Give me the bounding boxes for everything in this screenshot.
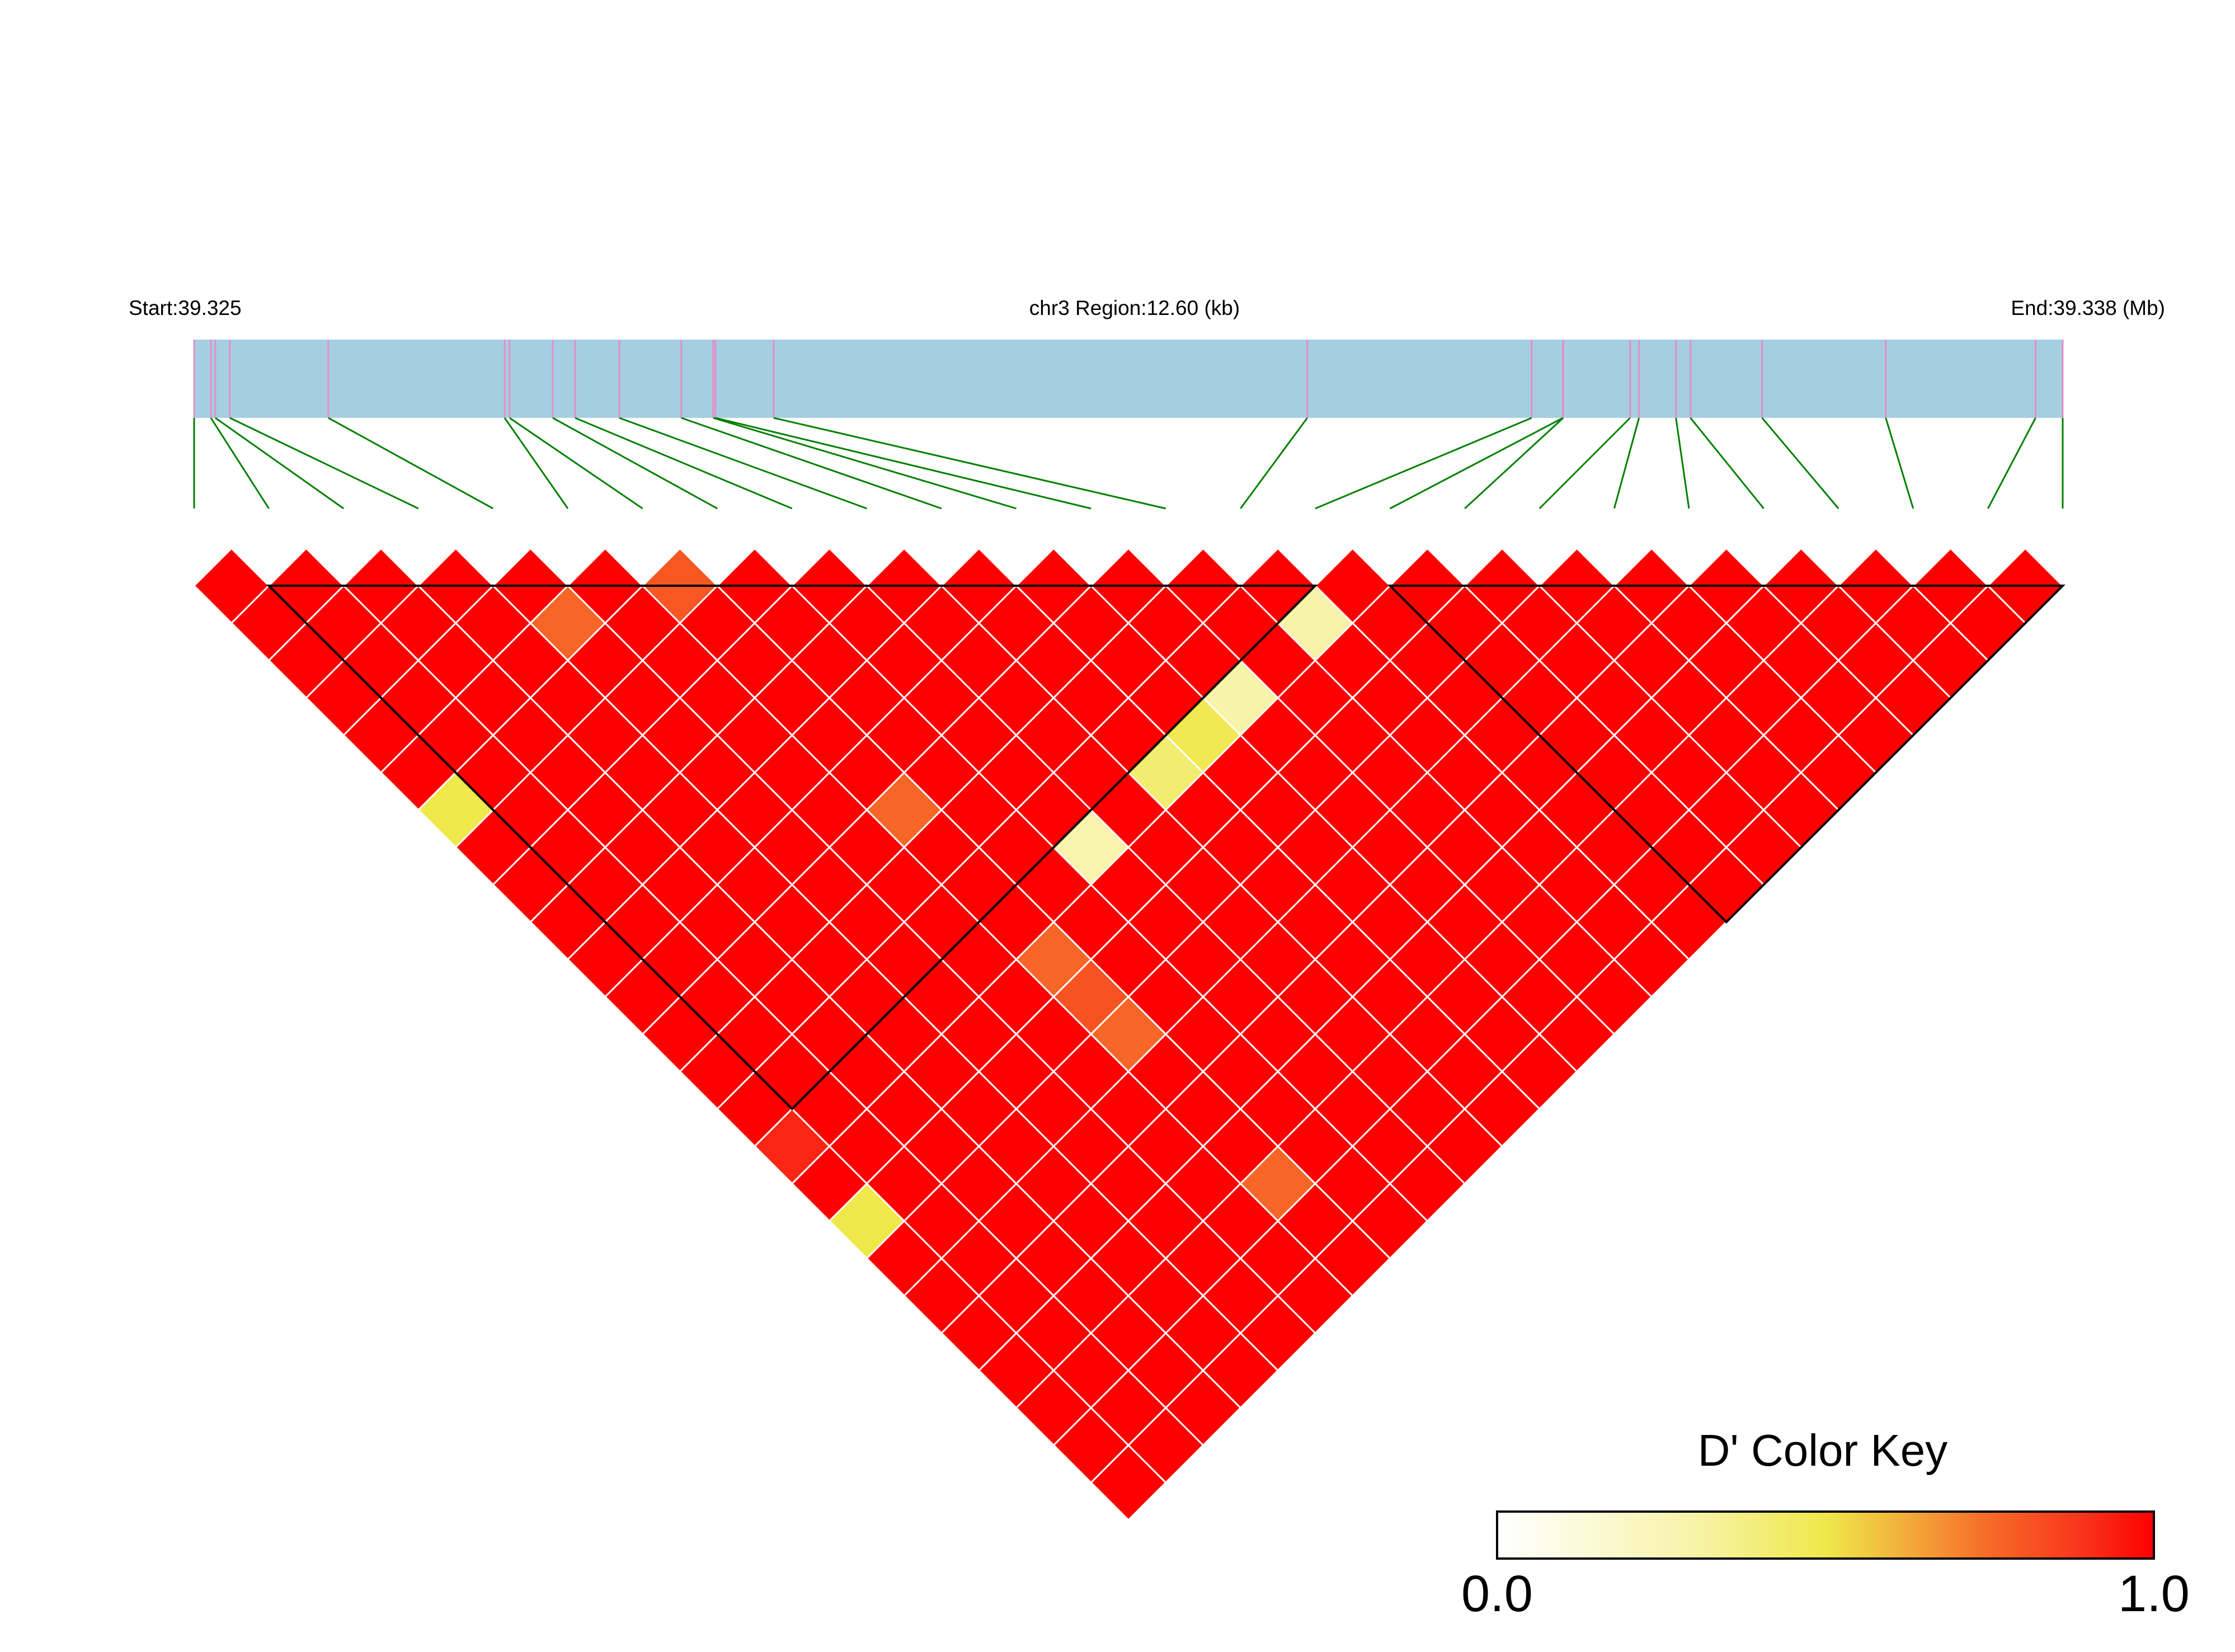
snp-connector bbox=[504, 417, 569, 509]
color-key-min-label: 0.0 bbox=[1461, 1565, 1533, 1622]
snp-connector bbox=[1240, 417, 1308, 509]
snp-connector bbox=[715, 417, 1091, 510]
snp-connector-lines bbox=[193, 417, 2064, 510]
snp-connector bbox=[210, 417, 270, 509]
snp-connector bbox=[1464, 417, 1564, 510]
snp-connector bbox=[619, 417, 867, 510]
snp-connector bbox=[1389, 417, 1564, 510]
snp-connector bbox=[509, 417, 643, 510]
snp-connector bbox=[552, 417, 718, 510]
snp-connector bbox=[1675, 417, 1690, 509]
snp-connector bbox=[229, 417, 419, 510]
snp-connector bbox=[681, 417, 942, 510]
snp-connector bbox=[773, 417, 1166, 510]
region-start-label: Start:39.325 bbox=[129, 296, 242, 319]
snp-connector bbox=[1315, 417, 1532, 510]
snp-connector bbox=[1885, 417, 1914, 509]
haplotype-block-outlines bbox=[266, 585, 2065, 1111]
color-key-title: D' Color Key bbox=[1698, 1425, 1948, 1475]
region-size-label: chr3 Region:12.60 (kb) bbox=[1029, 296, 1240, 319]
snp-connector bbox=[575, 417, 793, 510]
gene-track-bar bbox=[194, 340, 2063, 418]
snp-connector bbox=[1761, 417, 1839, 509]
haplotype-block-2 bbox=[1387, 585, 2065, 924]
color-key-bar bbox=[1496, 1510, 2155, 1560]
snp-position-ticks bbox=[193, 340, 2064, 418]
snp-connector bbox=[328, 417, 494, 510]
snp-connector bbox=[1538, 417, 1631, 510]
snp-connector bbox=[1690, 417, 1765, 509]
region-end-label: End:39.338 (Mb) bbox=[2011, 296, 2165, 319]
ld-cells bbox=[192, 547, 2064, 1522]
snp-connector bbox=[713, 417, 1017, 510]
snp-connector bbox=[215, 417, 345, 510]
snp-connector bbox=[1987, 417, 2036, 509]
snp-connector bbox=[1613, 417, 1640, 509]
color-key-max-label: 1.0 bbox=[2118, 1565, 2190, 1622]
haplotype-block-1 bbox=[266, 585, 1318, 1111]
